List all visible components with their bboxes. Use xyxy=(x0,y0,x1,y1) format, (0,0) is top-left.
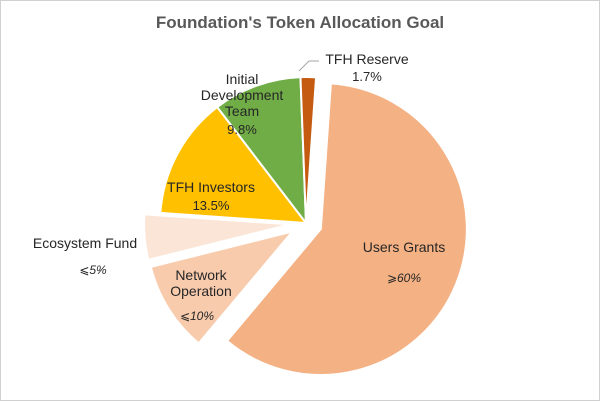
slice-value-tfh-investors: 13.5% xyxy=(193,198,230,213)
slice-network-operation xyxy=(149,229,296,345)
slice-label-network-operation: Network Operation xyxy=(170,267,231,299)
slice-value-ecosystem-fund: ⩽5% xyxy=(79,263,107,277)
slice-value-users-grants: ⩾60% xyxy=(387,271,421,285)
slice-label-ecosystem-fund: Ecosystem Fund xyxy=(33,235,137,251)
slice-ecosystem-fund xyxy=(143,213,291,262)
chart-title: Foundation's Token Allocation Goal xyxy=(156,13,444,32)
slice-labels: Users Grants ⩾60% Network Operation ⩽10% Ecos… xyxy=(33,51,445,323)
pie-slices xyxy=(143,76,468,376)
slice-label-initial-development-team: Initial Development Team xyxy=(201,71,284,119)
slice-value-tfh-reserve: 1.7% xyxy=(352,69,382,84)
slice-value-initial-development-team: 9.8% xyxy=(227,122,257,137)
slice-label-users-grants: Users Grants xyxy=(363,239,445,255)
slice-tfh-reserve xyxy=(299,76,318,224)
slice-users-grants xyxy=(225,82,468,376)
slice-initial-development-team xyxy=(215,76,308,227)
slice-label-tfh-reserve: TFH Reserve xyxy=(325,51,408,67)
leader-line-tfh-reserve xyxy=(298,60,319,72)
slice-label-tfh-investors: TFH Investors xyxy=(167,179,255,195)
slice-value-network-operation: ⩽10% xyxy=(180,309,214,323)
slice-tfh-investors xyxy=(159,105,309,225)
